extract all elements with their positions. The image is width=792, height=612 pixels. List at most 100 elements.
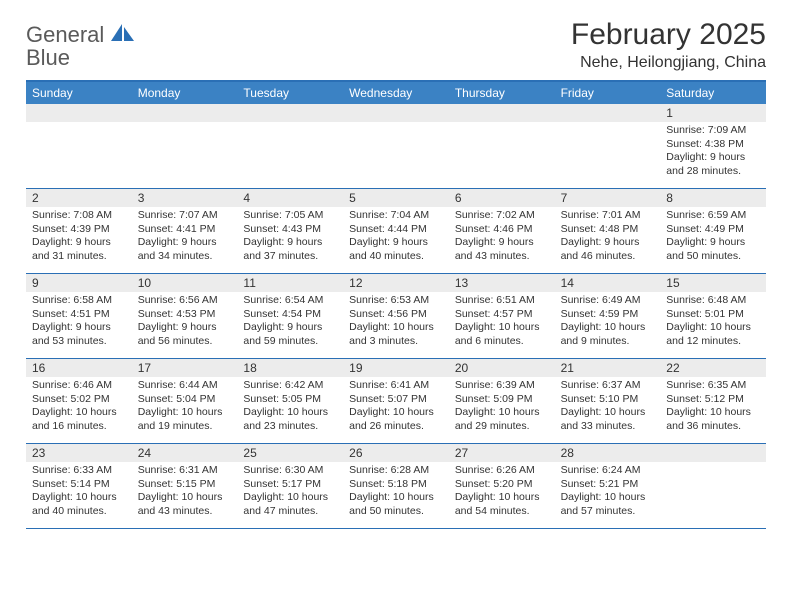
daylight-text: Daylight: 10 hours and 3 minutes.	[349, 321, 443, 348]
daylight-text: Daylight: 10 hours and 29 minutes.	[455, 406, 549, 433]
day-details: Sunrise: 6:46 AMSunset: 5:02 PMDaylight:…	[26, 377, 132, 434]
day-details: Sunrise: 6:24 AMSunset: 5:21 PMDaylight:…	[555, 462, 661, 519]
day-number: 18	[237, 359, 343, 377]
day-number: 1	[660, 104, 766, 122]
daylight-text: Daylight: 10 hours and 19 minutes.	[138, 406, 232, 433]
day-number: 23	[26, 444, 132, 462]
day-details: Sunrise: 6:58 AMSunset: 4:51 PMDaylight:…	[26, 292, 132, 349]
sunrise-text: Sunrise: 6:49 AM	[561, 294, 655, 308]
day-cell: 28Sunrise: 6:24 AMSunset: 5:21 PMDayligh…	[555, 444, 661, 528]
daylight-text: Daylight: 10 hours and 47 minutes.	[243, 491, 337, 518]
daylight-text: Daylight: 9 hours and 56 minutes.	[138, 321, 232, 348]
day-details: Sunrise: 6:35 AMSunset: 5:12 PMDaylight:…	[660, 377, 766, 434]
day-cell: 24Sunrise: 6:31 AMSunset: 5:15 PMDayligh…	[132, 444, 238, 528]
daylight-text: Daylight: 10 hours and 9 minutes.	[561, 321, 655, 348]
day-cell: 2Sunrise: 7:08 AMSunset: 4:39 PMDaylight…	[26, 189, 132, 273]
day-details: Sunrise: 6:53 AMSunset: 4:56 PMDaylight:…	[343, 292, 449, 349]
day-details: Sunrise: 6:37 AMSunset: 5:10 PMDaylight:…	[555, 377, 661, 434]
day-cell: 6Sunrise: 7:02 AMSunset: 4:46 PMDaylight…	[449, 189, 555, 273]
day-cell	[132, 104, 238, 188]
sunset-text: Sunset: 4:39 PM	[32, 223, 126, 237]
day-cell: 27Sunrise: 6:26 AMSunset: 5:20 PMDayligh…	[449, 444, 555, 528]
daylight-text: Daylight: 10 hours and 50 minutes.	[349, 491, 443, 518]
sunrise-text: Sunrise: 6:44 AM	[138, 379, 232, 393]
day-cell: 23Sunrise: 6:33 AMSunset: 5:14 PMDayligh…	[26, 444, 132, 528]
day-number	[237, 104, 343, 122]
day-number: 16	[26, 359, 132, 377]
daylight-text: Daylight: 9 hours and 59 minutes.	[243, 321, 337, 348]
sunrise-text: Sunrise: 7:05 AM	[243, 209, 337, 223]
day-number: 11	[237, 274, 343, 292]
sunset-text: Sunset: 4:49 PM	[666, 223, 760, 237]
week-row: 23Sunrise: 6:33 AMSunset: 5:14 PMDayligh…	[26, 444, 766, 529]
day-details	[660, 462, 766, 464]
day-number: 17	[132, 359, 238, 377]
day-cell: 26Sunrise: 6:28 AMSunset: 5:18 PMDayligh…	[343, 444, 449, 528]
day-number: 5	[343, 189, 449, 207]
logo-word2: Blue	[26, 45, 70, 70]
sunset-text: Sunset: 5:14 PM	[32, 478, 126, 492]
daylight-text: Daylight: 9 hours and 28 minutes.	[666, 151, 760, 178]
sunset-text: Sunset: 4:56 PM	[349, 308, 443, 322]
day-cell	[237, 104, 343, 188]
sunset-text: Sunset: 4:46 PM	[455, 223, 549, 237]
sunrise-text: Sunrise: 7:04 AM	[349, 209, 443, 223]
sunrise-text: Sunrise: 6:42 AM	[243, 379, 337, 393]
day-cell: 15Sunrise: 6:48 AMSunset: 5:01 PMDayligh…	[660, 274, 766, 358]
sunset-text: Sunset: 4:51 PM	[32, 308, 126, 322]
day-details	[343, 122, 449, 124]
day-number	[660, 444, 766, 462]
day-number: 25	[237, 444, 343, 462]
sunrise-text: Sunrise: 6:30 AM	[243, 464, 337, 478]
sunset-text: Sunset: 4:44 PM	[349, 223, 443, 237]
weeks-container: 1Sunrise: 7:09 AMSunset: 4:38 PMDaylight…	[26, 104, 766, 529]
sunset-text: Sunset: 4:53 PM	[138, 308, 232, 322]
day-cell: 13Sunrise: 6:51 AMSunset: 4:57 PMDayligh…	[449, 274, 555, 358]
day-number: 6	[449, 189, 555, 207]
week-row: 1Sunrise: 7:09 AMSunset: 4:38 PMDaylight…	[26, 104, 766, 189]
day-details	[237, 122, 343, 124]
sunrise-text: Sunrise: 6:53 AM	[349, 294, 443, 308]
sunset-text: Sunset: 5:15 PM	[138, 478, 232, 492]
sunrise-text: Sunrise: 6:56 AM	[138, 294, 232, 308]
sail-icon	[111, 29, 135, 46]
day-details: Sunrise: 6:42 AMSunset: 5:05 PMDaylight:…	[237, 377, 343, 434]
day-cell: 19Sunrise: 6:41 AMSunset: 5:07 PMDayligh…	[343, 359, 449, 443]
day-number: 26	[343, 444, 449, 462]
logo-word1: General	[26, 22, 104, 47]
week-row: 2Sunrise: 7:08 AMSunset: 4:39 PMDaylight…	[26, 189, 766, 274]
day-cell: 25Sunrise: 6:30 AMSunset: 5:17 PMDayligh…	[237, 444, 343, 528]
day-number: 20	[449, 359, 555, 377]
day-cell: 17Sunrise: 6:44 AMSunset: 5:04 PMDayligh…	[132, 359, 238, 443]
location-label: Nehe, Heilongjiang, China	[571, 54, 766, 72]
sunrise-text: Sunrise: 6:58 AM	[32, 294, 126, 308]
day-number	[132, 104, 238, 122]
title-block: February 2025 Nehe, Heilongjiang, China	[571, 18, 766, 72]
sunset-text: Sunset: 5:07 PM	[349, 393, 443, 407]
sunset-text: Sunset: 4:48 PM	[561, 223, 655, 237]
day-number: 21	[555, 359, 661, 377]
day-details: Sunrise: 6:33 AMSunset: 5:14 PMDaylight:…	[26, 462, 132, 519]
day-cell: 16Sunrise: 6:46 AMSunset: 5:02 PMDayligh…	[26, 359, 132, 443]
day-details	[132, 122, 238, 124]
day-number: 10	[132, 274, 238, 292]
daylight-text: Daylight: 9 hours and 46 minutes.	[561, 236, 655, 263]
day-number: 27	[449, 444, 555, 462]
day-details: Sunrise: 6:51 AMSunset: 4:57 PMDaylight:…	[449, 292, 555, 349]
day-cell: 5Sunrise: 7:04 AMSunset: 4:44 PMDaylight…	[343, 189, 449, 273]
day-number: 24	[132, 444, 238, 462]
day-details: Sunrise: 7:04 AMSunset: 4:44 PMDaylight:…	[343, 207, 449, 264]
weekday-label: Friday	[555, 82, 661, 104]
day-cell: 4Sunrise: 7:05 AMSunset: 4:43 PMDaylight…	[237, 189, 343, 273]
sunset-text: Sunset: 5:10 PM	[561, 393, 655, 407]
week-row: 9Sunrise: 6:58 AMSunset: 4:51 PMDaylight…	[26, 274, 766, 359]
weekday-label: Thursday	[449, 82, 555, 104]
sunset-text: Sunset: 5:21 PM	[561, 478, 655, 492]
sunrise-text: Sunrise: 7:02 AM	[455, 209, 549, 223]
day-cell	[343, 104, 449, 188]
logo: General Blue	[26, 24, 135, 70]
sunrise-text: Sunrise: 7:09 AM	[666, 124, 760, 138]
calendar-page: General Blue February 2025 Nehe, Heilong…	[0, 0, 792, 529]
sunset-text: Sunset: 5:18 PM	[349, 478, 443, 492]
day-details: Sunrise: 6:54 AMSunset: 4:54 PMDaylight:…	[237, 292, 343, 349]
